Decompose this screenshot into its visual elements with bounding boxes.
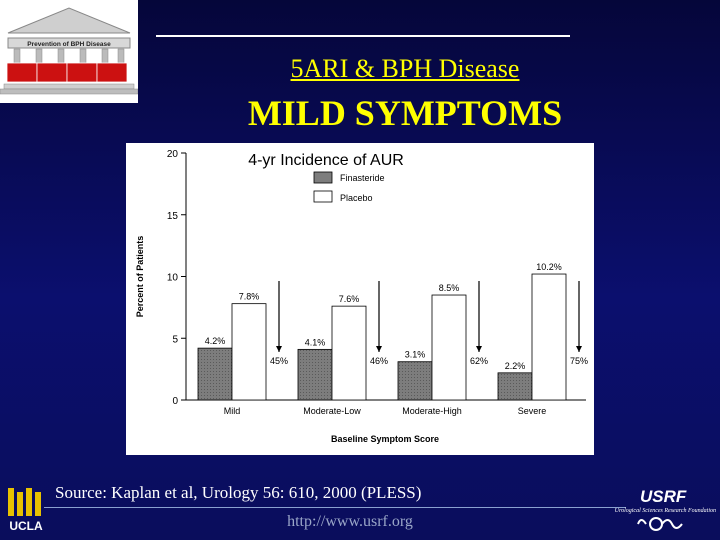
legend-swatch-placebo (313, 190, 333, 203)
reduction-arrowhead (376, 346, 382, 352)
reduction-label: 75% (570, 356, 588, 366)
top-divider (156, 35, 570, 37)
bar-finasteride (397, 361, 433, 401)
bar-placebo (531, 273, 567, 401)
source-citation: Source: Kaplan et al, Urology 56: 610, 2… (55, 483, 422, 502)
data-label-placebo: 7.6% (339, 294, 360, 304)
x-tick-label: Mild (224, 406, 241, 416)
x-tick-label: Severe (518, 406, 547, 416)
bar-placebo (331, 305, 367, 401)
data-label-finasteride: 4.1% (305, 337, 326, 347)
data-label-finasteride: 4.2% (205, 336, 226, 346)
bar-placebo (231, 303, 267, 401)
logo-banner-text: Prevention of BPH Disease (27, 41, 111, 48)
legend-label-finasteride: Finasteride (340, 173, 385, 183)
reduction-arrowhead (476, 346, 482, 352)
data-label-placebo: 10.2% (536, 262, 562, 272)
y-axis-label: Percent of Patients (135, 236, 145, 318)
x-tick-label: Moderate-Low (303, 406, 361, 416)
legend-swatch-finasteride (313, 171, 333, 184)
usrf-tagline: Urological Sciences Research Foundation (614, 508, 716, 514)
temple-icon: Prevention of BPH Disease (0, 7, 139, 95)
data-label-finasteride: 2.2% (505, 361, 526, 371)
chart-title: 4-yr Incidence of AUR (248, 152, 404, 169)
reduction-label: 62% (470, 356, 488, 366)
bar-finasteride (497, 372, 533, 401)
y-tick-label: 5 (172, 334, 178, 345)
ucla-logo: UCLA (8, 488, 43, 533)
reduction-label: 46% (370, 356, 388, 366)
ucla-logo-text: UCLA (9, 519, 43, 533)
usrf-name: USRF (640, 487, 687, 506)
reduction-label: 45% (270, 356, 288, 366)
reduction-arrowhead (276, 346, 282, 352)
data-label-placebo: 8.5% (439, 283, 460, 293)
y-tick-label: 10 (167, 273, 179, 284)
legend-label-placebo: Placebo (340, 193, 373, 203)
usrf-logo-mark (637, 517, 683, 531)
footer-url[interactable]: http://www.usrf.org (287, 513, 413, 530)
plot-area: 0 5 10 15 20 4.2% 7.8% 45% Mild 4.1% 7.6% 46% Modera… (167, 149, 588, 416)
bar-finasteride (197, 347, 233, 401)
reduction-arrowhead (576, 346, 582, 352)
bar-chart: 4-yr Incidence of AUR Finasteride Placeb… (135, 149, 588, 444)
slide-title: MILD SYMPTOMS (247, 93, 563, 133)
bar-placebo (431, 294, 467, 401)
chart-panel: 4-yr Incidence of AUR Finasteride Placeb… (126, 143, 594, 455)
bar-finasteride (297, 348, 333, 401)
bottom-divider (44, 507, 626, 508)
y-tick-label: 15 (167, 211, 179, 222)
data-label-finasteride: 3.1% (405, 350, 426, 360)
x-tick-label: Moderate-High (402, 406, 462, 416)
prevention-logo: Prevention of BPH Disease (0, 0, 139, 103)
data-label-placebo: 7.8% (239, 292, 260, 302)
y-tick-label: 20 (167, 149, 179, 160)
x-axis-label: Baseline Symptom Score (331, 434, 439, 444)
y-tick-label: 0 (172, 396, 178, 407)
slide-subtitle: 5ARI & BPH Disease (290, 54, 520, 83)
